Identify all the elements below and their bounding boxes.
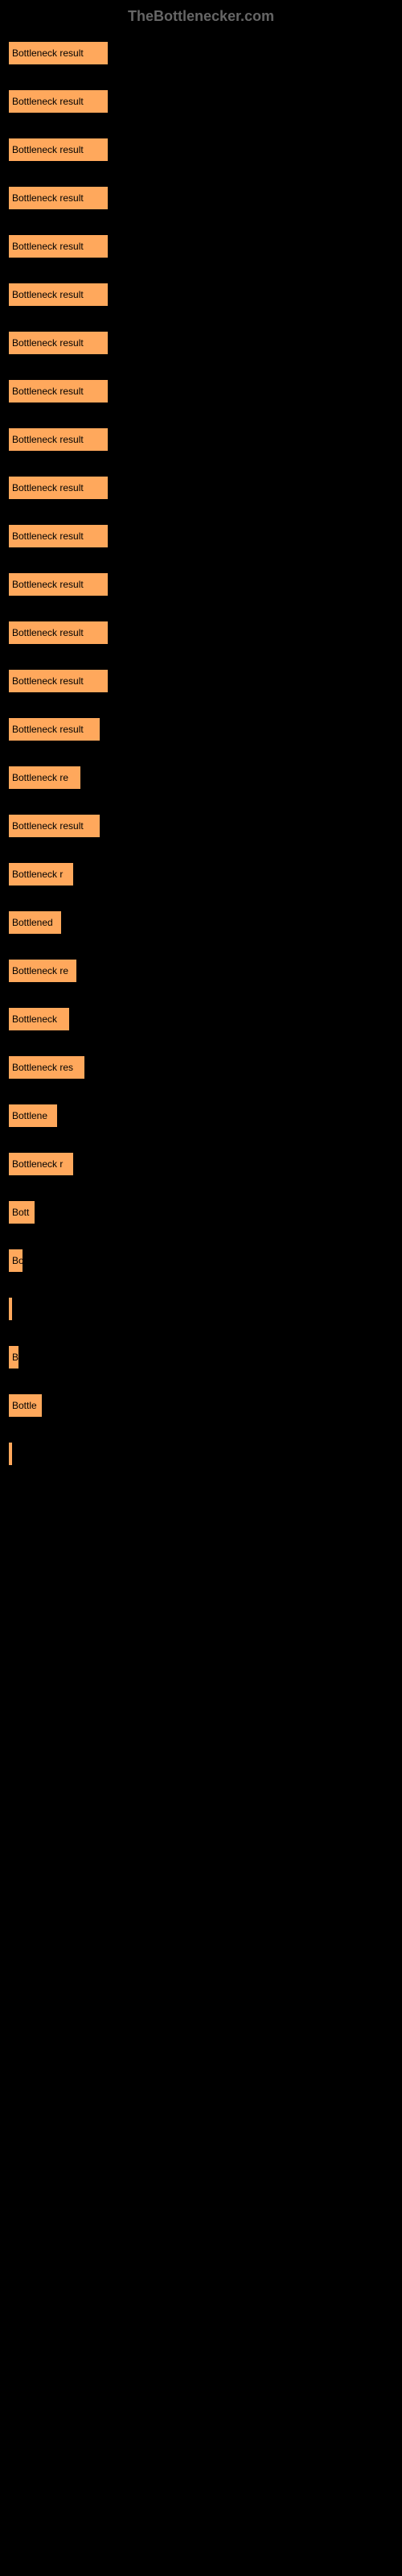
- bar-item: Bott: [8, 1200, 35, 1224]
- bar-item: Bottleneck result: [8, 138, 109, 162]
- bar-row: Bott: [8, 1200, 394, 1224]
- bar-row: Bottleneck result: [8, 427, 394, 452]
- bar-row: Bottlened: [8, 910, 394, 935]
- bar-item: Bottleneck result: [8, 41, 109, 65]
- bar-row: Bottleneck result: [8, 89, 394, 114]
- bar-row: Bottleneck re: [8, 766, 394, 790]
- bar-row: Bo: [8, 1249, 394, 1273]
- bar-item: [8, 1297, 13, 1321]
- bar-row: Bottleneck result: [8, 669, 394, 693]
- bar-item: Bottleneck result: [8, 379, 109, 403]
- bar-row: Bottleneck result: [8, 476, 394, 500]
- bar-row: Bottleneck result: [8, 379, 394, 403]
- bar-item: Bottlened: [8, 910, 62, 935]
- bar-row: Bottleneck result: [8, 283, 394, 307]
- bar-row: Bottlene: [8, 1104, 394, 1128]
- site-header: TheBottlenecker.com: [8, 8, 394, 25]
- bar-row: Bottleneck result: [8, 572, 394, 597]
- bar-item: Bottlene: [8, 1104, 58, 1128]
- bar-row: Bottleneck result: [8, 717, 394, 741]
- bar-item: Bottleneck result: [8, 814, 100, 838]
- bar-row: Bottleneck re: [8, 959, 394, 983]
- bar-item: Bottleneck re: [8, 766, 81, 790]
- bar-item: Bottleneck result: [8, 621, 109, 645]
- bar-chart: Bottleneck result Bottleneck result Bottle…: [8, 41, 394, 1466]
- bar-row: Bottleneck result: [8, 186, 394, 210]
- bar-item: Bottle: [8, 1393, 43, 1418]
- bar-row: Bottleneck: [8, 1007, 394, 1031]
- bar-item: Bottleneck result: [8, 476, 109, 500]
- bar-row: Bottleneck result: [8, 524, 394, 548]
- bar-row: Bottleneck r: [8, 862, 394, 886]
- bar-item: Bottleneck r: [8, 862, 74, 886]
- bar-item: Bottleneck r: [8, 1152, 74, 1176]
- bar-row: B: [8, 1345, 394, 1369]
- bar-item: B: [8, 1345, 19, 1369]
- bar-row: Bottleneck result: [8, 621, 394, 645]
- bar-row: Bottleneck res: [8, 1055, 394, 1080]
- bar-item: Bottleneck result: [8, 331, 109, 355]
- bar-row: Bottleneck r: [8, 1152, 394, 1176]
- bar-item: Bottleneck result: [8, 669, 109, 693]
- bar-item: Bottleneck result: [8, 572, 109, 597]
- bar-row: Bottleneck result: [8, 138, 394, 162]
- bar-row: Bottle: [8, 1393, 394, 1418]
- bar-item: [8, 1442, 13, 1466]
- bar-item: Bottleneck res: [8, 1055, 85, 1080]
- bar-row: [8, 1297, 394, 1321]
- bar-item: Bottleneck result: [8, 427, 109, 452]
- bar-row: Bottleneck result: [8, 331, 394, 355]
- bar-item: Bottleneck result: [8, 717, 100, 741]
- bar-row: Bottleneck result: [8, 814, 394, 838]
- bar-item: Bottleneck result: [8, 234, 109, 258]
- bar-item: Bottleneck: [8, 1007, 70, 1031]
- bar-item: Bottleneck re: [8, 959, 77, 983]
- bar-row: Bottleneck result: [8, 41, 394, 65]
- bar-row: Bottleneck result: [8, 234, 394, 258]
- bar-item: Bottleneck result: [8, 89, 109, 114]
- bar-item: Bottleneck result: [8, 186, 109, 210]
- bar-item: Bottleneck result: [8, 283, 109, 307]
- bar-row: [8, 1442, 394, 1466]
- bar-item: Bo: [8, 1249, 23, 1273]
- bar-item: Bottleneck result: [8, 524, 109, 548]
